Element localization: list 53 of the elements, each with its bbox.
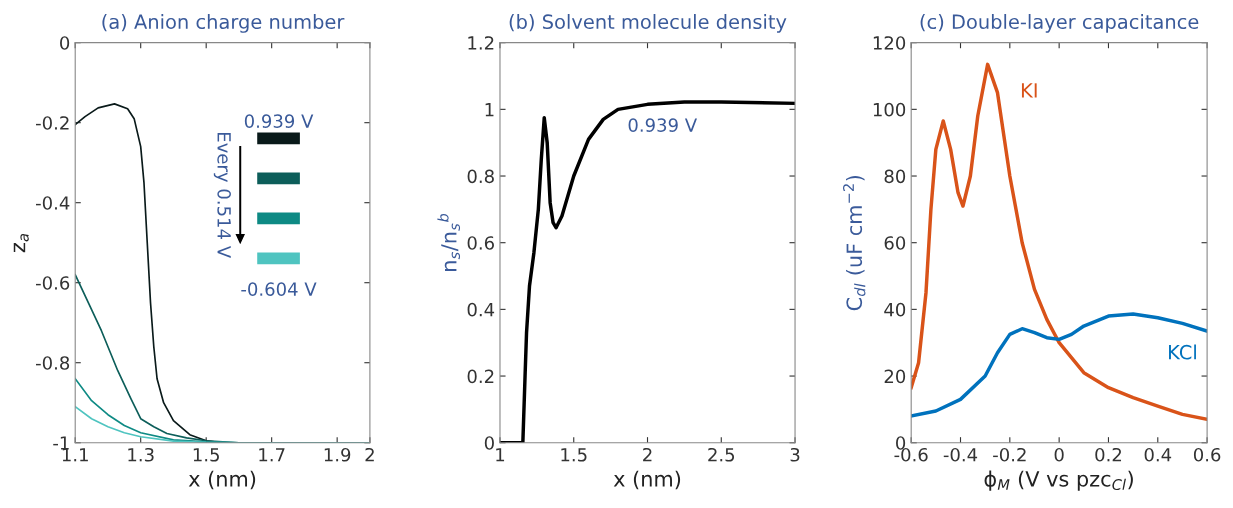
x-tick-label: 0.6 xyxy=(1193,447,1221,462)
y-axis-title: C$_{dl}$ (uF cm$^{−2}$) xyxy=(843,175,866,311)
y-tick-label: 0.4 xyxy=(467,302,495,317)
x-tick-label: 1 xyxy=(496,448,505,462)
y-axis-title: n$_{s}$/n$_{s}$$^{b}$ xyxy=(437,213,461,271)
x-tick-label: 1.5 xyxy=(193,448,219,462)
annotation: 0.939 V xyxy=(628,118,697,132)
chart-title: (b) Solvent molecule density xyxy=(509,14,787,33)
y-tick-label: 0.2 xyxy=(467,369,494,384)
y-tick-label: 40 xyxy=(884,302,906,317)
y-tick-label: -0.4 xyxy=(36,196,70,210)
annotation: 0.939 V xyxy=(244,114,314,128)
y-tick-label: 80 xyxy=(884,169,906,184)
chart-title: (a) Anion charge number xyxy=(102,14,345,33)
x-tick-label: 2.5 xyxy=(708,447,735,462)
series-label: KCl xyxy=(1169,344,1196,360)
x-tick-label: 1.9 xyxy=(324,447,351,462)
x-tick-label: 0 xyxy=(1054,447,1064,462)
y-tick-label: -0.2 xyxy=(36,116,69,130)
line-series xyxy=(911,312,1208,418)
y-tick-label: 1 xyxy=(485,103,494,117)
x-axis-title: ϕ$_{M}$ (V vs pzc$_{Cl}$) xyxy=(984,470,1133,491)
y-tick-label: 0.8 xyxy=(467,169,494,184)
y-tick-label: 120 xyxy=(873,36,906,50)
y-tick-label: 100 xyxy=(873,102,906,117)
y-tick-label: 0.6 xyxy=(467,236,494,250)
x-tick-label: -0.2 xyxy=(993,447,1026,462)
y-tick-label: -0.8 xyxy=(36,356,70,370)
x-tick-label: 3 xyxy=(790,447,800,462)
line-series xyxy=(911,62,1208,422)
y-tick-label: 20 xyxy=(884,369,906,384)
x-tick-label: 0.4 xyxy=(1144,447,1172,462)
x-tick-label: 1.5 xyxy=(561,448,587,462)
x-tick-label: 1.3 xyxy=(128,447,154,462)
y-axis-title: z$_{a}$ xyxy=(13,234,29,253)
y-tick-label: 1.2 xyxy=(468,36,494,50)
y-tick-label: 0 xyxy=(896,436,906,450)
y-tick-label: 0 xyxy=(60,36,70,50)
series-label: KI xyxy=(1021,83,1037,98)
y-tick-label: -0.6 xyxy=(36,276,70,290)
x-tick-label: 2 xyxy=(365,447,374,462)
y-tick-label: 0 xyxy=(484,436,494,450)
x-axis-title: x (nm) xyxy=(613,470,681,490)
annotation: -0.604 V xyxy=(241,282,317,296)
x-tick-label: 2 xyxy=(643,447,652,462)
x-axis-title: x (nm) xyxy=(188,470,256,490)
chart-title: (c) Double-layer capacitance xyxy=(920,14,1199,33)
x-tick-label: -0.4 xyxy=(943,447,978,462)
x-tick-label: 1.7 xyxy=(259,448,285,462)
x-tick-label: -0.6 xyxy=(894,447,928,462)
x-tick-label: 0.2 xyxy=(1095,447,1122,462)
y-tick-label: 60 xyxy=(884,236,906,250)
annotation: Every 0.514 V xyxy=(213,133,231,258)
